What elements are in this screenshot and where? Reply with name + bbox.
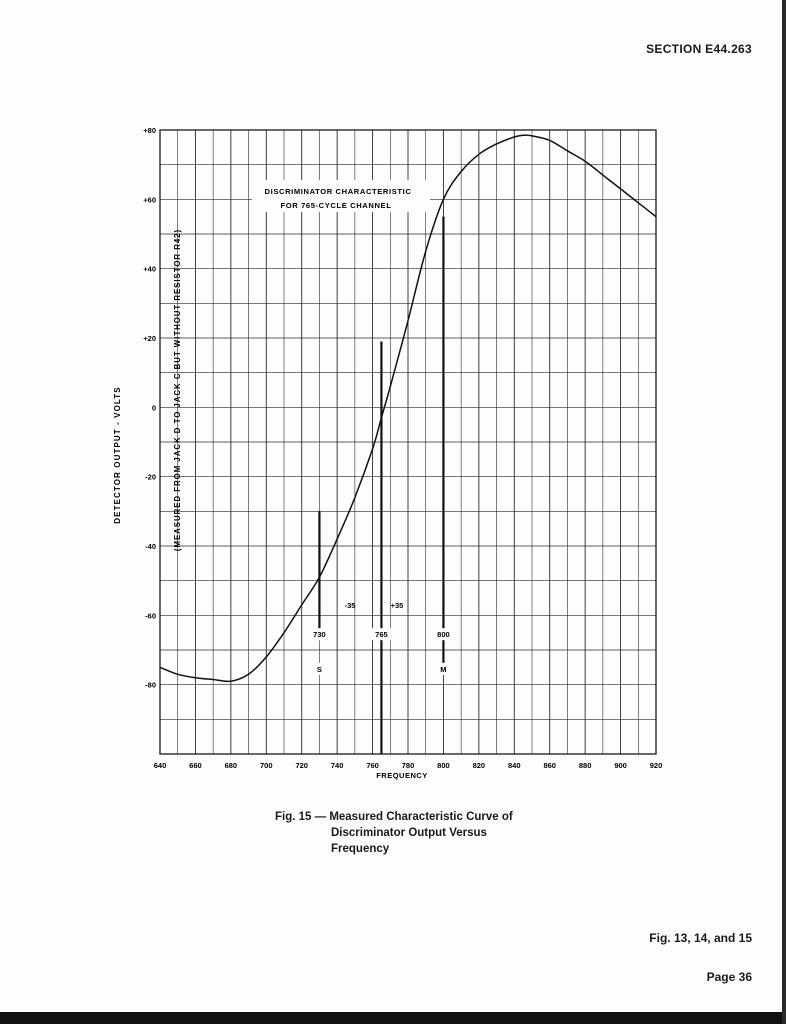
section-header: SECTION E44.263 [646,42,752,56]
caption-line-1: Fig. 15 — Measured Characteristic Curve … [275,811,513,823]
x-tick-label: 760 [366,761,379,770]
x-tick-label: 740 [331,761,344,770]
y-tick-label: -60 [145,611,156,620]
scan-edge-right [782,0,786,1024]
footer-figure-list: Fig. 13, 14, and 15 [649,931,752,945]
y-tick-label: -20 [145,473,156,482]
y-tick-label: -40 [145,542,156,551]
marker-label-730: 730 [313,630,326,639]
chart-grid [159,129,657,755]
marker-label-backdrop [307,628,332,641]
annotation-minus-35: -35 [345,601,356,610]
title-backdrop [252,180,430,212]
marker-sub-label-S: S [317,665,322,674]
marker-sub-label-M: M [440,665,446,674]
x-tick-label: 780 [402,761,415,770]
x-tick-label: 800 [437,761,450,770]
y-tick-label: +40 [143,265,156,274]
x-tick-label: 880 [579,761,592,770]
x-tick-label: 720 [295,761,308,770]
chart-title-line-1: DISCRIMINATOR CHARACTERISTIC [265,187,412,196]
x-tick-label: 840 [508,761,521,770]
y-tick-label: +20 [143,334,156,343]
series-detector-output-line [159,134,657,683]
x-tick-label: 660 [189,761,202,770]
x-tick-label: 640 [154,761,167,770]
x-tick-label: 680 [225,761,238,770]
y-tick-label: 0 [152,403,156,412]
y-tick-label: +60 [143,195,156,204]
x-tick-label: 820 [473,761,486,770]
plot-frame [159,129,657,755]
chart-title-line-2: FOR 765-CYCLE CHANNEL [281,201,392,210]
y-tick-label: +80 [143,126,156,135]
y-axis-label: DETECTOR OUTPUT - VOLTS [113,386,122,523]
marker-sub-backdrop [437,662,450,675]
x-tick-label: 700 [260,761,273,770]
marker-label-backdrop [369,628,394,641]
caption-line-2: Discriminator Output Versus [331,827,487,839]
page-number: Page 36 [706,970,752,984]
x-axis-label: FREQUENCY [376,771,428,780]
x-tick-label: 860 [543,761,556,770]
marker-label-765: 765 [375,630,388,639]
y-tick-label: -80 [145,681,156,690]
caption-line-3: Frequency [331,843,390,855]
x-tick-label: 920 [650,761,663,770]
y-axis-sublabel: (MEASURED FROM JACK D TO JACK C BUT WITH… [173,229,182,551]
scan-edge-bottom [0,1012,786,1024]
axis-ticks: 640 660 680 700 720 740 760 780 800 820 840 860 880 9… [143,126,662,770]
marker-sub-backdrop [313,662,326,675]
figure-caption: Fig. 15 — Measured Characteristic Curve … [275,809,555,857]
x-tick-label: 900 [614,761,627,770]
marker-label-backdrop [431,628,456,641]
annotation-plus-35: +35 [391,601,404,610]
frequency-markers: 730 S 765 800 M [307,216,456,754]
marker-label-800: 800 [437,630,450,639]
